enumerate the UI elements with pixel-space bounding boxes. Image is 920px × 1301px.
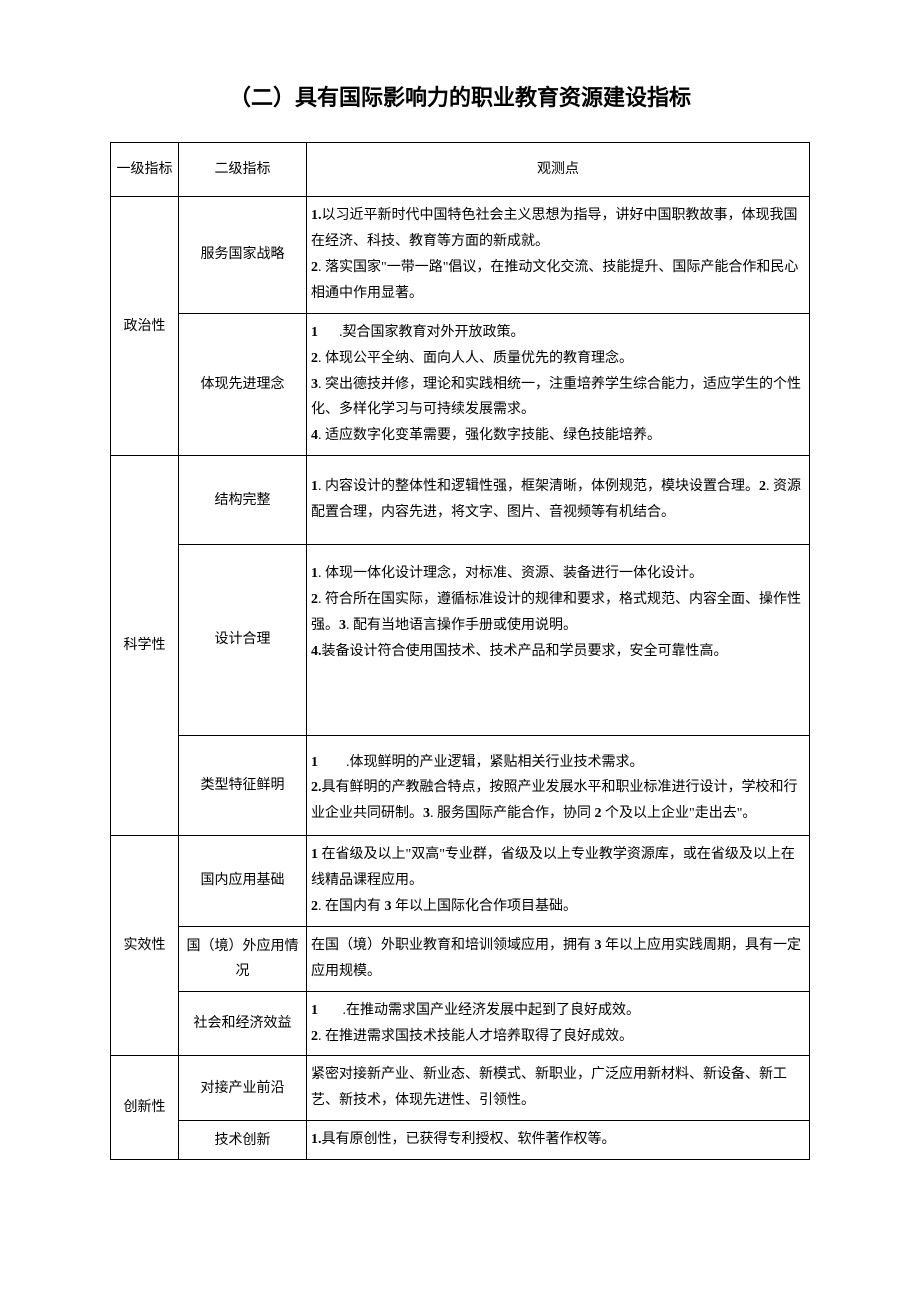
table-row: 技术创新1.具有原创性，已获得专利授权、软件著作权等。 bbox=[111, 1121, 810, 1160]
level2-cell: 类型特征鲜明 bbox=[179, 735, 307, 836]
table-row: 体现先进理念1 .契合国家教育对外开放政策。2. 体现公平全纳、面向人人、质量优… bbox=[111, 313, 810, 455]
observation-cell: 在国（境）外职业教育和培训领域应用，拥有 3 年以上应用实践周期，具有一定应用规… bbox=[307, 926, 810, 991]
header-col1: 一级指标 bbox=[111, 143, 179, 197]
level1-cell: 实效性 bbox=[111, 836, 179, 1056]
observation-cell: 1 在省级及以上"双高"专业群，省级及以上专业教学资源库，或在省级及以上在线精品… bbox=[307, 836, 810, 927]
level2-cell: 服务国家战略 bbox=[179, 197, 307, 314]
indicator-table: 一级指标二级指标观测点政治性服务国家战略1.以习近平新时代中国特色社会主义思想为… bbox=[110, 142, 810, 1160]
observation-cell: 1.具有原创性，已获得专利授权、软件著作权等。 bbox=[307, 1121, 810, 1160]
table-row: 类型特征鲜明1 .体现鲜明的产业逻辑，紧贴相关行业技术需求。2.具有鲜明的产教融… bbox=[111, 735, 810, 836]
table-row: 政治性服务国家战略1.以习近平新时代中国特色社会主义思想为指导，讲好中国职教故事… bbox=[111, 197, 810, 314]
observation-cell: 1. 体现一体化设计理念，对标准、资源、装备进行一体化设计。2. 符合所在国实际… bbox=[307, 544, 810, 735]
table-row: 社会和经济效益1 .在推动需求国产业经济发展中起到了良好成效。2. 在推进需求国… bbox=[111, 991, 810, 1056]
table-header-row: 一级指标二级指标观测点 bbox=[111, 143, 810, 197]
table-row: 实效性国内应用基础1 在省级及以上"双高"专业群，省级及以上专业教学资源库，或在… bbox=[111, 836, 810, 927]
observation-cell: 1 .在推动需求国产业经济发展中起到了良好成效。2. 在推进需求国技术技能人才培… bbox=[307, 991, 810, 1056]
level2-cell: 对接产业前沿 bbox=[179, 1056, 307, 1121]
level2-cell: 体现先进理念 bbox=[179, 313, 307, 455]
table-row: 科学性结构完整1. 内容设计的整体性和逻辑性强，框架清晰，体例规范，模块设置合理… bbox=[111, 456, 810, 545]
table-row: 国（境）外应用情况在国（境）外职业教育和培训领域应用，拥有 3 年以上应用实践周… bbox=[111, 926, 810, 991]
table-row: 创新性对接产业前沿紧密对接新产业、新业态、新模式、新职业，广泛应用新材料、新设备… bbox=[111, 1056, 810, 1121]
observation-cell: 1. 内容设计的整体性和逻辑性强，框架清晰，体例规范，模块设置合理。2. 资源配… bbox=[307, 456, 810, 545]
observation-cell: 1 .体现鲜明的产业逻辑，紧贴相关行业技术需求。2.具有鲜明的产教融合特点，按照… bbox=[307, 735, 810, 836]
observation-cell: 1 .契合国家教育对外开放政策。2. 体现公平全纳、面向人人、质量优先的教育理念… bbox=[307, 313, 810, 455]
level2-cell: 技术创新 bbox=[179, 1121, 307, 1160]
level2-cell: 国内应用基础 bbox=[179, 836, 307, 927]
observation-cell: 紧密对接新产业、新业态、新模式、新职业，广泛应用新材料、新设备、新工艺、新技术，… bbox=[307, 1056, 810, 1121]
level2-cell: 社会和经济效益 bbox=[179, 991, 307, 1056]
page-title: （二）具有国际影响力的职业教育资源建设指标 bbox=[110, 80, 810, 112]
level2-cell: 结构完整 bbox=[179, 456, 307, 545]
level2-cell: 国（境）外应用情况 bbox=[179, 926, 307, 991]
observation-cell: 1.以习近平新时代中国特色社会主义思想为指导，讲好中国职教故事，体现我国在经济、… bbox=[307, 197, 810, 314]
level1-cell: 科学性 bbox=[111, 456, 179, 836]
level1-cell: 创新性 bbox=[111, 1056, 179, 1160]
header-col3: 观测点 bbox=[307, 143, 810, 197]
level2-cell: 设计合理 bbox=[179, 544, 307, 735]
header-col2: 二级指标 bbox=[179, 143, 307, 197]
level1-cell: 政治性 bbox=[111, 197, 179, 456]
table-row: 设计合理1. 体现一体化设计理念，对标准、资源、装备进行一体化设计。2. 符合所… bbox=[111, 544, 810, 735]
